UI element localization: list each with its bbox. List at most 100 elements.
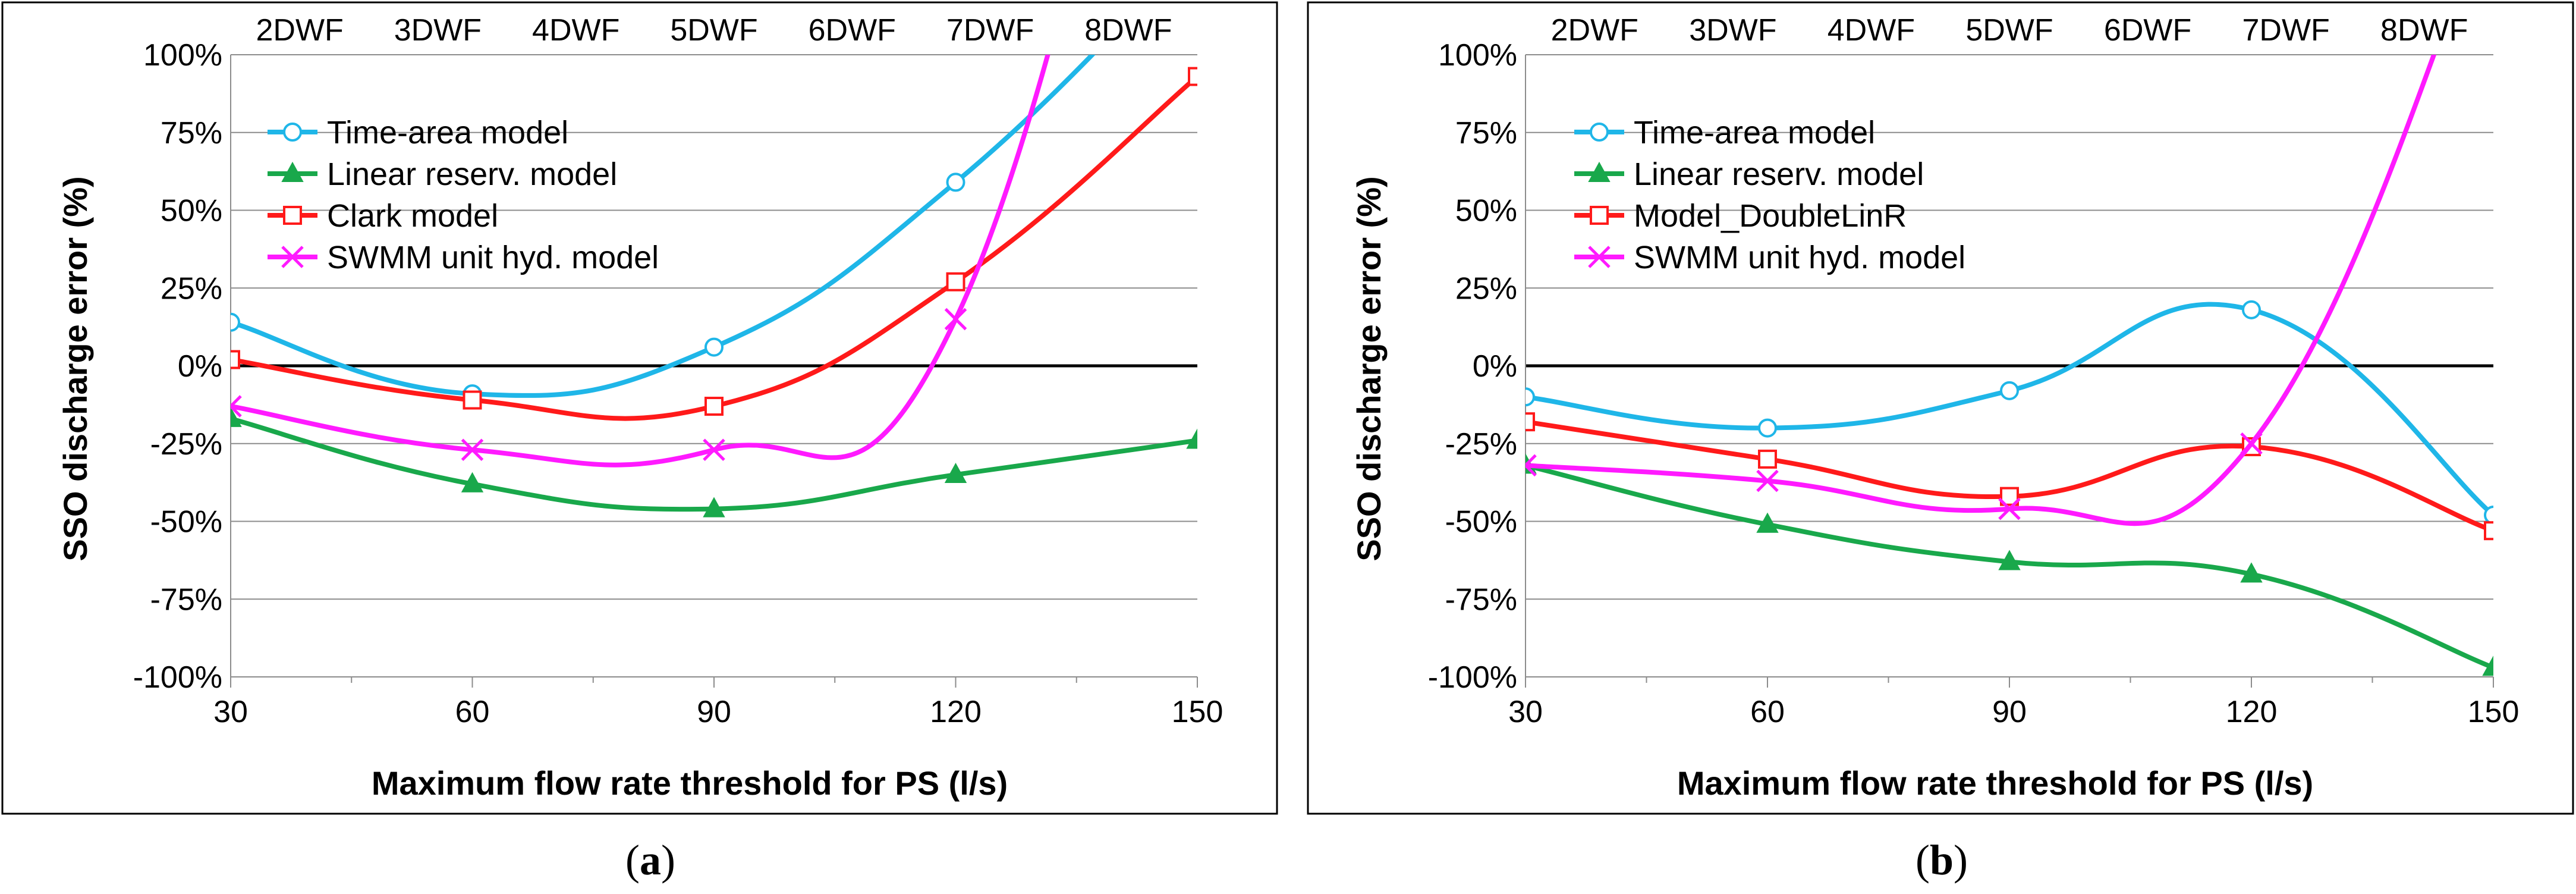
- panel-a-series-2-point: [463, 390, 482, 410]
- panel-a-x-tick-label: 30: [213, 695, 248, 729]
- panel-a-series-3-point-stroke-2: [231, 395, 242, 409]
- panel-b-top-axis-label: 4DWF: [1828, 13, 1915, 48]
- panel-a-y-tick-label: -100%: [133, 660, 222, 695]
- panel-b-legend: Time-area model Linear reserv. model Model…: [1574, 115, 1965, 275]
- panel-a-series-2-point: [704, 396, 724, 416]
- panel-a-series-3-point: [461, 438, 484, 461]
- panel-b-series-0-point: [1526, 387, 1535, 407]
- panel-b-series-2-point: [2484, 521, 2493, 541]
- panel-a-y-tick-label: -50%: [150, 505, 222, 539]
- panel-b-x-axis-title: Maximum flow rate threshold for PS (l/s): [1677, 764, 2313, 802]
- panel-b-series-0-point: [2484, 506, 2493, 525]
- panel-b-top-axis-label: 3DWF: [1689, 13, 1776, 48]
- panel-b-x-tick-label: 60: [1750, 695, 1785, 729]
- panel-a-top-axis-label: 2DWF: [256, 13, 343, 48]
- panel-a-y-tick-label: 100%: [143, 38, 222, 73]
- panel-b-legend-marker-0: [1590, 123, 1609, 142]
- panel-a-series-3-point: [703, 438, 725, 461]
- panel-a-series-3-point: [944, 308, 967, 331]
- panel-a-legend-label-2: Clark model: [327, 198, 498, 234]
- panel-b-series-2-point: [1526, 412, 1535, 432]
- panel-a-series-1-point: [703, 497, 725, 517]
- panel-a-top-axis-label: 6DWF: [809, 13, 896, 48]
- panel-a-x-tick-label: 120: [930, 695, 982, 729]
- panel-b-y-tick-label: 50%: [1455, 194, 1517, 228]
- panel-a-series-line-0: [231, 55, 1096, 398]
- panel-a-x-tick-label: 150: [1172, 695, 1223, 729]
- panel-a-caption: (a): [625, 836, 675, 884]
- panel-a-series-3-point: [231, 395, 242, 418]
- panel-a-legend: Time-area model Linear reserv. model Clark…: [268, 115, 659, 275]
- panel-b-plot: -100% -75% -50% -25% 0% 25% 50% 75% 100% 30 60 90 12…: [1428, 13, 2520, 729]
- panel-a-plot: -100% -75% -50% -25% 0% 25% 50% 75% 100% 30 60 90 12…: [133, 13, 1223, 729]
- panel-b-legend-marker-2: [1590, 206, 1609, 225]
- panel-a-y-axis-title: SSO discharge error (%): [56, 176, 94, 561]
- panel-b-series-0-point: [2000, 381, 2019, 400]
- panel-b-series-1-point: [2482, 655, 2493, 676]
- panel-b-series-3-point: [1526, 454, 1537, 477]
- panel-b-caption-close: ): [1954, 836, 1968, 884]
- panel-a-series-0-point: [231, 312, 240, 332]
- panel-b-series-3-point-stroke-2: [1998, 497, 2021, 520]
- panel-b-y-tick-label: -75%: [1445, 582, 1517, 617]
- panel-a-series-group: [231, 55, 1197, 517]
- panel-b-y-tick-label: -100%: [1428, 660, 1517, 695]
- panel-a-series-0-point: [946, 172, 965, 192]
- panel-b-y-tick-label: 75%: [1455, 116, 1517, 150]
- panel-a-series-2-point: [946, 272, 965, 291]
- panel-a-series-2-point: [231, 350, 240, 369]
- panel-a-series-1-point: [461, 472, 484, 493]
- panel-b-top-axis-label: 2DWF: [1551, 13, 1638, 48]
- panel-b-x-tick-label: 150: [2468, 695, 2520, 729]
- panel-b-caption-open: (: [1916, 836, 1930, 884]
- panel-a-caption-letter: a: [640, 836, 661, 884]
- panel-a-y-tick-label: -75%: [150, 582, 222, 617]
- panel-b-x-tick-label: 30: [1508, 695, 1543, 729]
- panel-a-legend-marker-1: [281, 161, 304, 182]
- panel-a-series-0-point: [704, 337, 724, 357]
- panel-a-y-tick-label: 50%: [161, 194, 222, 228]
- panel-a-border: [1, 1, 1278, 815]
- panel-a-series-line-3: [231, 55, 1050, 468]
- panel-a-x-tick-label: 90: [697, 695, 731, 729]
- panel-a-x-tick-label: 60: [455, 695, 490, 729]
- panel-a-legend-marker-0: [283, 123, 302, 142]
- panel-b-series-0-point: [2242, 300, 2261, 319]
- panel-a-series-3-point-stroke-1: [231, 404, 242, 418]
- panel-a-legend-marker-2: [283, 206, 302, 225]
- panel-b-series-1-point: [1998, 550, 2021, 570]
- panel-a-legend-marker-3-stroke-2: [281, 246, 304, 268]
- panel-b-series-3-point-stroke-2: [1756, 469, 1779, 493]
- panel-b-y-axis-title: SSO discharge error (%): [1350, 176, 1388, 561]
- panel-a-series-1-point: [1186, 428, 1197, 449]
- panel-a-top-axis-label: 7DWF: [946, 13, 1034, 48]
- panel-a-series-3-point-stroke-2: [703, 438, 725, 461]
- panel-b-x-tick-label: 120: [2226, 695, 2278, 729]
- panel-a-top-axis-label: 3DWF: [394, 13, 482, 48]
- panel-b-top-axis-label: 6DWF: [2104, 13, 2191, 48]
- panel-a-legend-label-0: Time-area model: [327, 115, 568, 150]
- panel-a-series-line-2: [231, 74, 1197, 421]
- panel-b-series-3-point: [1756, 469, 1779, 493]
- panel-a-series-1-point: [944, 462, 967, 484]
- panel-a-legend-label-3: SWMM unit hyd. model: [327, 240, 659, 275]
- panel-a: -100% -75% -50% -25% 0% 25% 50% 75% 100% 30 60 90 12…: [1, 1, 1278, 815]
- panel-a-series-3-point-stroke-2: [944, 308, 967, 331]
- panel-b-y-tick-label: 0%: [1473, 349, 1517, 384]
- panel-b-series-3-point-stroke-1: [1526, 463, 1537, 477]
- panel-b-legend-marker-3: [1588, 246, 1611, 268]
- panel-b-series-3-point-stroke-2: [1526, 454, 1537, 468]
- panel-b-series-2-point: [1758, 449, 1777, 469]
- panel-b-series-1-point: [2240, 562, 2263, 583]
- panel-b-legend-label-3: SWMM unit hyd. model: [1634, 240, 1965, 275]
- panel-b-x-tick-label: 90: [1992, 695, 2027, 729]
- panel-b-series-3-point-stroke-2: [2240, 432, 2263, 455]
- panel-a-y-tick-label: 25%: [161, 271, 222, 306]
- panel-a-y-tick-label: 75%: [161, 116, 222, 150]
- panel-a-series-3-point-stroke-2: [461, 438, 484, 461]
- panel-b-legend-label-2: Model_DoubleLinR: [1634, 198, 1907, 234]
- panel-b-top-axis-label: 5DWF: [1965, 13, 2053, 48]
- panel-a-series-1-point: [231, 406, 242, 427]
